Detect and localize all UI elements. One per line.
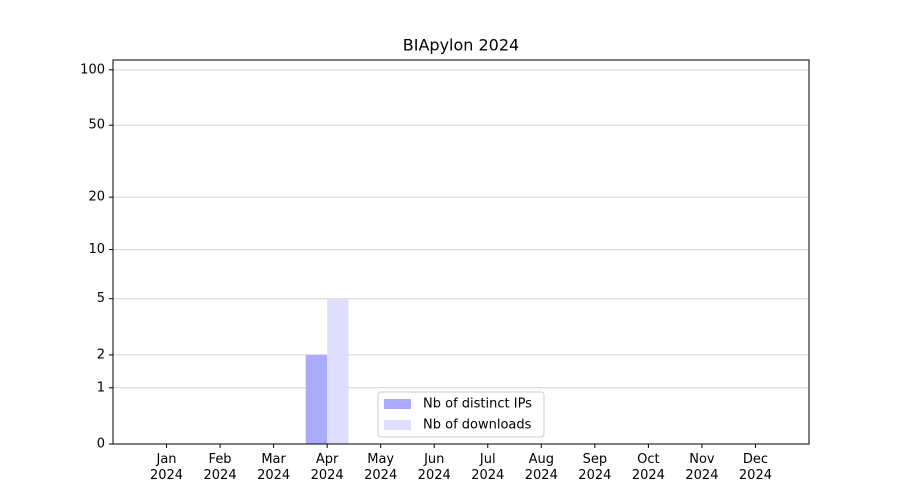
- y-tick-label: 5: [97, 291, 105, 306]
- x-tick-label: Oct 2024: [631, 452, 665, 483]
- x-tick-label: Nov 2024: [685, 452, 719, 483]
- x-tick-label: Aug 2024: [524, 452, 558, 483]
- legend-swatch: [384, 420, 411, 430]
- y-tick-label: 1: [97, 380, 105, 395]
- x-tick-label: Apr 2024: [310, 452, 344, 483]
- y-tick-label: 20: [88, 190, 105, 205]
- bar: [327, 298, 349, 444]
- x-tick-label: Sep 2024: [578, 452, 612, 483]
- axes-frame: [112, 59, 810, 445]
- bar: [305, 354, 328, 444]
- y-tick-label: 0: [97, 437, 105, 452]
- x-tick-label: Jun 2024: [417, 452, 451, 483]
- legend-label: Nb of distinct IPs: [423, 397, 532, 412]
- legend-box: [377, 391, 545, 438]
- legend-swatch: [384, 399, 411, 409]
- x-tick-label: Feb 2024: [203, 452, 237, 483]
- y-tick-label: 2: [97, 347, 105, 362]
- legend-label: Nb of downloads: [423, 418, 532, 433]
- y-tick-label: 10: [88, 242, 105, 257]
- x-tick-label: May 2024: [364, 452, 398, 483]
- chart-title: BIApylon 2024: [403, 36, 519, 55]
- y-tick-label: 50: [88, 118, 105, 133]
- x-tick-label: Mar 2024: [257, 452, 291, 483]
- x-tick-label: Dec 2024: [738, 452, 772, 483]
- y-tick-label: 100: [80, 62, 105, 77]
- x-tick-label: Jul 2024: [471, 452, 505, 483]
- x-tick-label: Jan 2024: [149, 452, 184, 483]
